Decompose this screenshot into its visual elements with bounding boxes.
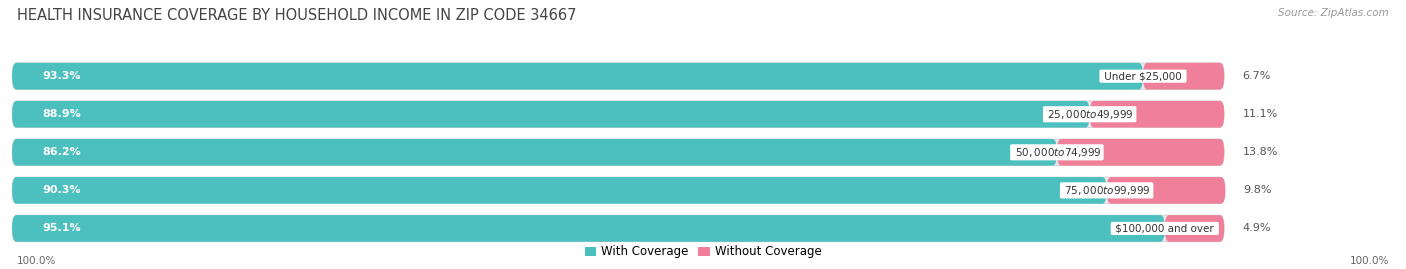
FancyBboxPatch shape [13, 177, 1225, 204]
FancyBboxPatch shape [13, 139, 1225, 166]
Text: 4.9%: 4.9% [1243, 224, 1271, 233]
Legend: With Coverage, Without Coverage: With Coverage, Without Coverage [579, 241, 827, 263]
Text: 95.1%: 95.1% [42, 224, 82, 233]
FancyBboxPatch shape [13, 215, 1164, 242]
Text: 86.2%: 86.2% [42, 147, 82, 157]
FancyBboxPatch shape [13, 139, 1057, 166]
Text: 6.7%: 6.7% [1243, 71, 1271, 81]
Text: 90.3%: 90.3% [42, 185, 82, 195]
Text: 11.1%: 11.1% [1243, 109, 1278, 119]
Text: 100.0%: 100.0% [17, 256, 56, 266]
Text: $100,000 and over: $100,000 and over [1112, 224, 1218, 233]
Text: 93.3%: 93.3% [42, 71, 82, 81]
Text: 88.9%: 88.9% [42, 109, 82, 119]
Text: $50,000 to $74,999: $50,000 to $74,999 [1012, 146, 1102, 159]
FancyBboxPatch shape [13, 63, 1143, 90]
FancyBboxPatch shape [1143, 63, 1225, 90]
FancyBboxPatch shape [1090, 101, 1225, 128]
Text: 9.8%: 9.8% [1243, 185, 1272, 195]
Text: Under $25,000: Under $25,000 [1101, 71, 1185, 81]
Text: HEALTH INSURANCE COVERAGE BY HOUSEHOLD INCOME IN ZIP CODE 34667: HEALTH INSURANCE COVERAGE BY HOUSEHOLD I… [17, 8, 576, 23]
Text: 100.0%: 100.0% [1350, 256, 1389, 266]
FancyBboxPatch shape [13, 63, 1225, 90]
FancyBboxPatch shape [1057, 139, 1225, 166]
Text: 13.8%: 13.8% [1243, 147, 1278, 157]
FancyBboxPatch shape [13, 215, 1225, 242]
Text: Source: ZipAtlas.com: Source: ZipAtlas.com [1278, 8, 1389, 18]
FancyBboxPatch shape [13, 101, 1090, 128]
FancyBboxPatch shape [13, 177, 1107, 204]
Text: $75,000 to $99,999: $75,000 to $99,999 [1062, 184, 1152, 197]
FancyBboxPatch shape [1164, 215, 1225, 242]
Text: $25,000 to $49,999: $25,000 to $49,999 [1045, 108, 1135, 121]
FancyBboxPatch shape [1107, 177, 1226, 204]
FancyBboxPatch shape [13, 101, 1225, 128]
